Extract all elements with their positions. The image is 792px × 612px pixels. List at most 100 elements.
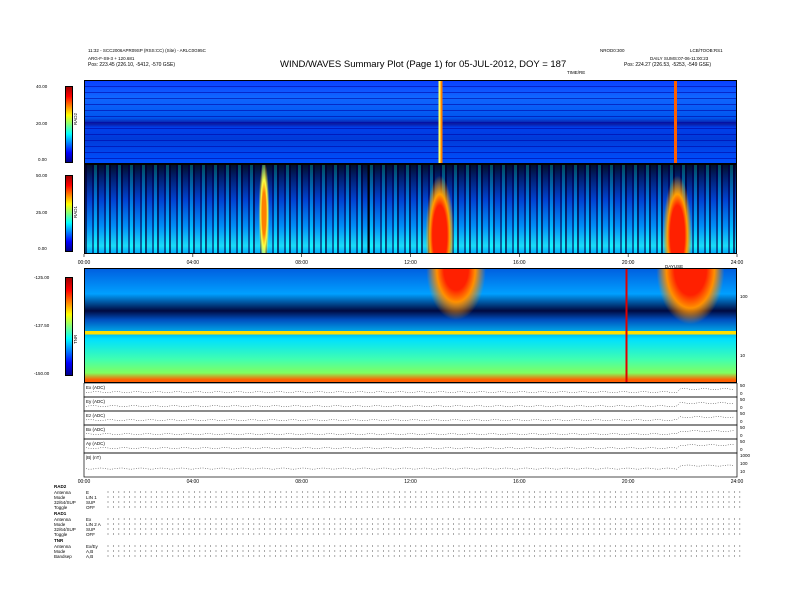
footer-dot (496, 491, 498, 493)
footer-dot (647, 496, 649, 498)
footer-dot (339, 523, 341, 525)
footer-dot (118, 496, 120, 498)
footer-dot (193, 533, 195, 535)
footer-dot (350, 528, 352, 530)
footer-dot (334, 555, 336, 557)
footer-dot (377, 506, 379, 508)
footer-dot (156, 518, 158, 520)
footer-dot (507, 518, 509, 520)
footer-dot (107, 550, 109, 552)
footer-dot (577, 528, 579, 530)
footer-dot (550, 491, 552, 493)
footer-dot (517, 523, 519, 525)
footer-dot (706, 523, 708, 525)
footer-dot (685, 518, 687, 520)
footer-dot (150, 506, 152, 508)
footer-dot (490, 523, 492, 525)
footer-dot (555, 533, 557, 535)
footer-dot (539, 501, 541, 503)
footer-dot (118, 523, 120, 525)
footer-dot (231, 555, 233, 557)
footer-dot (588, 518, 590, 520)
footer-dot (555, 545, 557, 547)
footer-dot (598, 533, 600, 535)
footer-dot (296, 496, 298, 498)
footer-dot (264, 523, 266, 525)
footer-dot (231, 491, 233, 493)
footer-dot (183, 496, 185, 498)
footer-dot (237, 550, 239, 552)
footer-dot (534, 523, 536, 525)
footer-dot (426, 501, 428, 503)
header-right-position: Pos: 224.27 (226.53, -5253, -549 GSE) (624, 62, 711, 68)
footer-dot (647, 518, 649, 520)
footer-dot (555, 523, 557, 525)
footer-dot (431, 491, 433, 493)
footer-dot (345, 533, 347, 535)
footer-dot (534, 506, 536, 508)
footer-dot (345, 523, 347, 525)
footer-dot (291, 496, 293, 498)
footer-dot (269, 501, 271, 503)
footer-dot (264, 496, 266, 498)
footer-dot (296, 555, 298, 557)
footer-dot (458, 496, 460, 498)
footer-dot (399, 501, 401, 503)
param-panel-right-tick: 50 (740, 383, 746, 388)
footer-dot (280, 491, 282, 493)
footer-dot (345, 550, 347, 552)
footer-dot (625, 523, 627, 525)
footer-dot (318, 533, 320, 535)
footer-dot (307, 518, 309, 520)
footer-dot (415, 550, 417, 552)
footer-dot (555, 506, 557, 508)
footer-dot (323, 550, 325, 552)
footer-dot (577, 523, 579, 525)
footer-dot (280, 550, 282, 552)
footer-dot (528, 528, 530, 530)
footer-dot (642, 496, 644, 498)
footer-dot (188, 491, 190, 493)
footer-dot (420, 528, 422, 530)
footer-dot (447, 523, 449, 525)
footer-dot (274, 533, 276, 535)
footer-dot (663, 545, 665, 547)
footer-dot (264, 528, 266, 530)
footer-dot (517, 501, 519, 503)
footer-dot (555, 491, 557, 493)
footer-dot (685, 545, 687, 547)
footer-dot (388, 528, 390, 530)
footer-dot (453, 518, 455, 520)
footer-dot (328, 496, 330, 498)
footer-dot (717, 555, 719, 557)
footer-dot (669, 491, 671, 493)
footer-dot (177, 550, 179, 552)
rad1-xtick-label: 24:00 (731, 260, 744, 266)
footer-dot (215, 550, 217, 552)
footer-dot (604, 501, 606, 503)
footer-dot (409, 528, 411, 530)
rad1-xtick-label: 08:00 (295, 260, 308, 266)
footer-dot (636, 523, 638, 525)
footer-dot (172, 533, 174, 535)
footer-dot (242, 496, 244, 498)
param-xtick-label: 20:00 (622, 479, 635, 483)
footer-dot (420, 545, 422, 547)
footer-dot (188, 506, 190, 508)
footer-dot (723, 533, 725, 535)
footer-dot (123, 506, 125, 508)
footer-dot (663, 496, 665, 498)
footer-dot (156, 545, 158, 547)
footer-dot (712, 545, 714, 547)
param-xtick-label: 24:00 (731, 479, 744, 483)
footer-dot (247, 506, 249, 508)
footer-dot (474, 533, 476, 535)
footer-dot (339, 506, 341, 508)
rad1-row-1-val: LIN 2 A (86, 522, 101, 527)
footer-dot (642, 506, 644, 508)
tnr-ylabel: TNR (73, 334, 78, 344)
footer-dot (674, 491, 676, 493)
footer-dot (312, 550, 314, 552)
footer-dot (350, 518, 352, 520)
footer-dot (166, 491, 168, 493)
